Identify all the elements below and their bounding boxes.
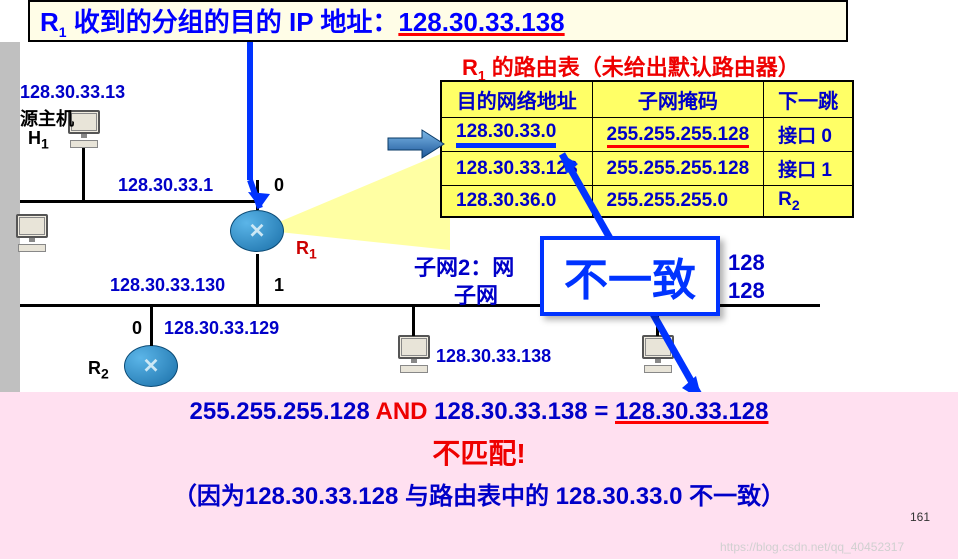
th-dest: 目的网络地址 xyxy=(441,81,592,118)
pc-left-icon xyxy=(10,214,54,252)
pc-sub2-a xyxy=(392,335,436,373)
stub-h1 xyxy=(82,148,85,200)
r1-port1: 1 xyxy=(274,275,284,296)
page-number: 161 xyxy=(910,510,930,524)
r1-port0: 0 xyxy=(274,175,284,196)
pc-sub2-a-stub xyxy=(412,306,415,336)
arrow-banner-to-r1 xyxy=(190,40,270,220)
th-mask: 子网掩码 xyxy=(592,81,764,118)
r1-down-stub xyxy=(256,254,259,304)
calc-line: 255.255.255.128 AND 128.30.33.138 = 128.… xyxy=(0,398,958,426)
source-ip-label: 128.30.33.13 xyxy=(20,82,125,103)
r1-down-ip: 128.30.33.130 xyxy=(110,275,225,296)
source-host-id: H1 xyxy=(28,128,49,152)
arrow-to-table-icon xyxy=(386,128,446,160)
r2-label: R2 xyxy=(88,358,109,382)
header-text: R1 收到的分组的目的 IP 地址：128.30.33.138 xyxy=(40,2,565,40)
watermark: https://blog.csdn.net/qq_40452317 xyxy=(720,540,904,554)
r2-stub xyxy=(150,306,153,346)
reason-line: （因为128.30.33.128 与路由表中的 128.30.33.0 不一致） xyxy=(0,476,958,511)
host2-ip: 128.30.33.138 xyxy=(436,346,551,367)
r2-port0: 0 xyxy=(132,318,142,339)
mismatch-box: 不一致 xyxy=(540,236,720,316)
r1-label: R1 xyxy=(296,238,317,262)
conclusion-panel: 255.255.255.128 AND 128.30.33.138 = 128.… xyxy=(0,392,958,559)
header-banner: R1 收到的分组的目的 IP 地址：128.30.33.138 xyxy=(28,0,848,42)
th-next: 下一跳 xyxy=(764,81,854,118)
subnet-note-2: 子网 xyxy=(454,278,498,310)
r2-if-ip: 128.30.33.129 xyxy=(164,318,279,339)
router-r2-icon: ✕ xyxy=(124,345,180,389)
table-row: 128.30.33.0 255.255.255.128 接口 0 xyxy=(441,118,853,152)
nomatch-label: 不匹配! xyxy=(0,432,958,472)
table-title: R1 的路由表（未给出默认路由器） xyxy=(462,50,800,83)
